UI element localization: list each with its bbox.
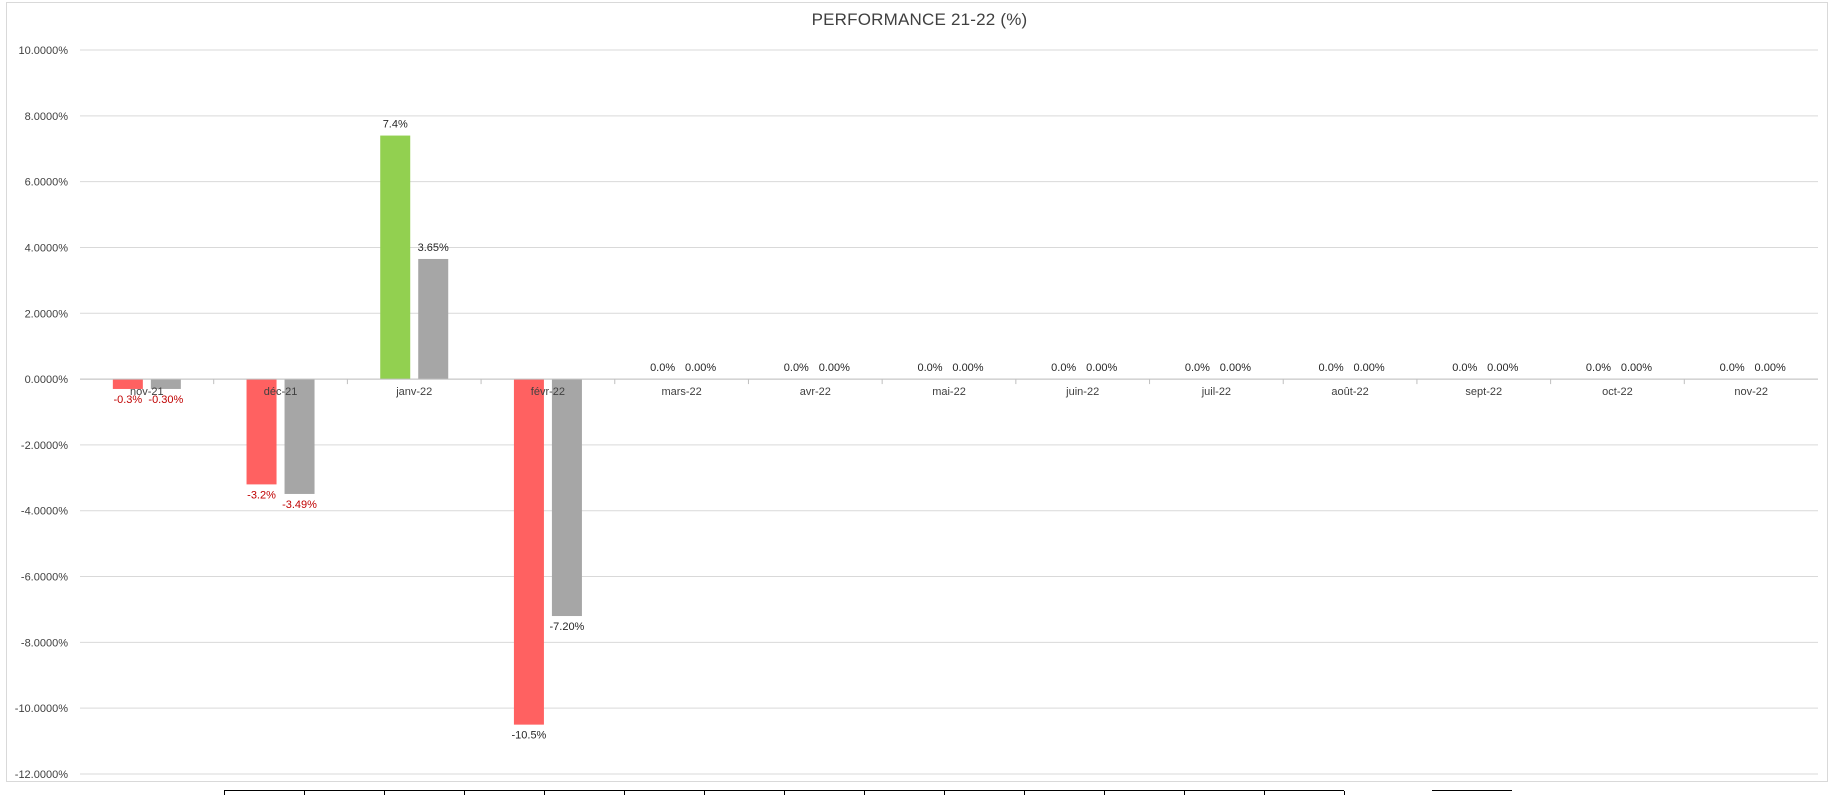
data-label: -0.30% [148, 394, 183, 406]
data-label: 7.4% [383, 119, 408, 131]
data-label: 0.0% [1452, 362, 1477, 374]
data-label: 0.0% [784, 362, 809, 374]
x-tick-label: mars-22 [661, 386, 701, 398]
data-label: 0.00% [1487, 362, 1518, 374]
table-cell-divider [784, 791, 785, 795]
x-tick-label: déc-21 [264, 386, 298, 398]
data-label: 0.00% [1086, 362, 1117, 374]
chart-title: PERFORMANCE 21-22 (%) [811, 10, 1028, 29]
data-label: 0.00% [1353, 362, 1384, 374]
bar-series-2-déc-21 [284, 379, 315, 494]
data-label: 0.00% [819, 362, 850, 374]
x-axis-ticks: nov-21 déc-21 janv-22 févr-22 mars-22 avr-22 m… [80, 378, 1818, 398]
y-tick-label: -2.0000% [21, 440, 68, 452]
data-label: 0.0% [917, 362, 942, 374]
data-label: -3.49% [282, 499, 317, 511]
x-tick-label: mai-22 [932, 386, 966, 398]
table-cell-divider [224, 791, 225, 795]
bar-series-2-févr-22 [551, 379, 582, 617]
data-label: 0.00% [685, 362, 716, 374]
data-label: -0.3% [113, 394, 142, 406]
bar-series-2-nov-21 [150, 379, 181, 389]
x-tick-label: sept-22 [1465, 386, 1502, 398]
gridlines [80, 49, 1818, 775]
y-tick-label: 6.0000% [25, 177, 69, 189]
data-label: 0.0% [1185, 362, 1210, 374]
data-labels: -0.3% -3.2% 7.4% -10.5% 0.0% 0.0% 0.0% 0.0% 0.0%… [113, 119, 1785, 742]
table-cell-divider [1104, 791, 1105, 795]
table-cell-divider [864, 791, 865, 795]
table-cell-divider [544, 791, 545, 795]
x-tick-label: nov-22 [1734, 386, 1768, 398]
data-table-top-edge-secondary [1432, 790, 1512, 795]
table-cell-divider [1344, 791, 1345, 795]
data-label: 0.00% [1220, 362, 1251, 374]
table-cell-divider [304, 791, 305, 795]
data-label: 0.0% [1051, 362, 1076, 374]
table-cell-divider [1264, 791, 1265, 795]
data-label: 0.00% [952, 362, 983, 374]
y-tick-label: -12.0000% [15, 769, 68, 781]
y-tick-label: -4.0000% [21, 506, 68, 518]
y-tick-label: 8.0000% [25, 111, 69, 123]
table-cell-divider [1184, 791, 1185, 795]
data-label: 0.0% [1319, 362, 1344, 374]
y-tick-label: -6.0000% [21, 572, 68, 584]
table-cell-divider [384, 791, 385, 795]
data-label: 3.65% [418, 242, 449, 254]
bar-series-1-nov-21 [112, 379, 143, 389]
bar-series-1-janv-22 [380, 135, 411, 380]
table-cell-divider [1024, 791, 1025, 795]
x-tick-label: juin-22 [1065, 386, 1099, 398]
table-cell-divider [944, 791, 945, 795]
x-tick-label: nov-21 [130, 386, 164, 398]
bar-series-1-févr-22 [513, 379, 544, 725]
bar-series-1-déc-21 [246, 379, 277, 485]
x-tick-label: oct-22 [1602, 386, 1633, 398]
y-tick-label: 2.0000% [25, 308, 69, 320]
data-label: -7.20% [549, 621, 584, 633]
y-tick-label: -10.0000% [15, 703, 68, 715]
table-cell-divider [464, 791, 465, 795]
x-tick-label: juil-22 [1201, 386, 1231, 398]
x-tick-label: août-22 [1331, 386, 1368, 398]
x-tick-label: janv-22 [395, 386, 432, 398]
table-cell-divider [624, 791, 625, 795]
x-tick-label: avr-22 [800, 386, 831, 398]
data-label: 0.00% [1621, 362, 1652, 374]
data-label: 0.0% [1586, 362, 1611, 374]
y-axis-ticks: 10.0000% 8.0000% 6.0000% 4.0000% 2.0000% 0.00… [15, 45, 68, 781]
data-table-top-edge [224, 790, 1345, 795]
data-label: 0.0% [650, 362, 675, 374]
data-label: -3.2% [247, 489, 276, 501]
data-label: -10.5% [511, 730, 546, 742]
bar-series-2-janv-22 [418, 258, 449, 380]
data-label: 0.0% [1720, 362, 1745, 374]
table-cell-divider [704, 791, 705, 795]
data-label: 0.00% [1755, 362, 1786, 374]
y-tick-label: 10.0000% [18, 45, 68, 57]
x-tick-label: févr-22 [531, 386, 565, 398]
y-tick-label: 0.0000% [25, 374, 69, 386]
y-tick-label: 4.0000% [25, 242, 69, 254]
bars [112, 135, 582, 725]
y-tick-label: -8.0000% [21, 637, 68, 649]
